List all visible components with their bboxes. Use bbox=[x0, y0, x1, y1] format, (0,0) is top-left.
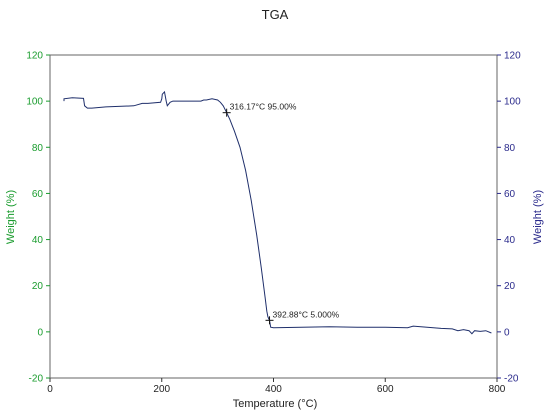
chart-title: TGA bbox=[262, 7, 289, 22]
x-axis-title: Temperature (°C) bbox=[233, 398, 317, 410]
right-y-tick-label: 80 bbox=[504, 143, 516, 154]
x-axis: 0 200 400 600 800 bbox=[47, 378, 506, 395]
x-tick-label: 0 bbox=[47, 384, 53, 395]
left-y-tick-label: 40 bbox=[32, 235, 44, 246]
right-y-tick-label: 120 bbox=[504, 51, 521, 62]
left-y-tick-label: 100 bbox=[26, 97, 43, 108]
left-y-tick-label: 0 bbox=[37, 327, 43, 338]
left-y-axis: -20 0 20 40 60 80 100 120 bbox=[26, 51, 50, 385]
x-tick-label: 400 bbox=[265, 384, 282, 395]
right-y-tick-label: 100 bbox=[504, 97, 521, 108]
weight-curve bbox=[63, 90, 492, 335]
right-y-tick-label: 60 bbox=[504, 189, 516, 200]
x-tick-label: 600 bbox=[377, 384, 394, 395]
left-y-tick-label: 120 bbox=[26, 51, 43, 62]
left-y-tick-label: 20 bbox=[32, 281, 44, 292]
annotations: 316.17°C 95.00% 392.88°C 5.000% bbox=[222, 102, 340, 325]
x-tick-label: 200 bbox=[153, 384, 170, 395]
right-y-axis-title: Weight (%) bbox=[532, 190, 544, 244]
left-y-axis-title: Weight (%) bbox=[5, 190, 17, 244]
x-tick-label: 800 bbox=[489, 384, 506, 395]
right-y-tick-label: 40 bbox=[504, 235, 516, 246]
annotation-label: 316.17°C 95.00% bbox=[230, 102, 297, 112]
left-y-tick-label: -20 bbox=[29, 374, 44, 385]
left-y-tick-label: 80 bbox=[32, 143, 44, 154]
left-y-tick-label: 60 bbox=[32, 189, 44, 200]
right-y-tick-label: -20 bbox=[504, 374, 519, 385]
annotation-label: 392.88°C 5.000% bbox=[273, 309, 340, 319]
right-y-tick-label: 20 bbox=[504, 281, 516, 292]
right-y-tick-label: 0 bbox=[504, 327, 510, 338]
right-y-axis: -20 0 20 40 60 80 100 120 bbox=[497, 51, 521, 385]
